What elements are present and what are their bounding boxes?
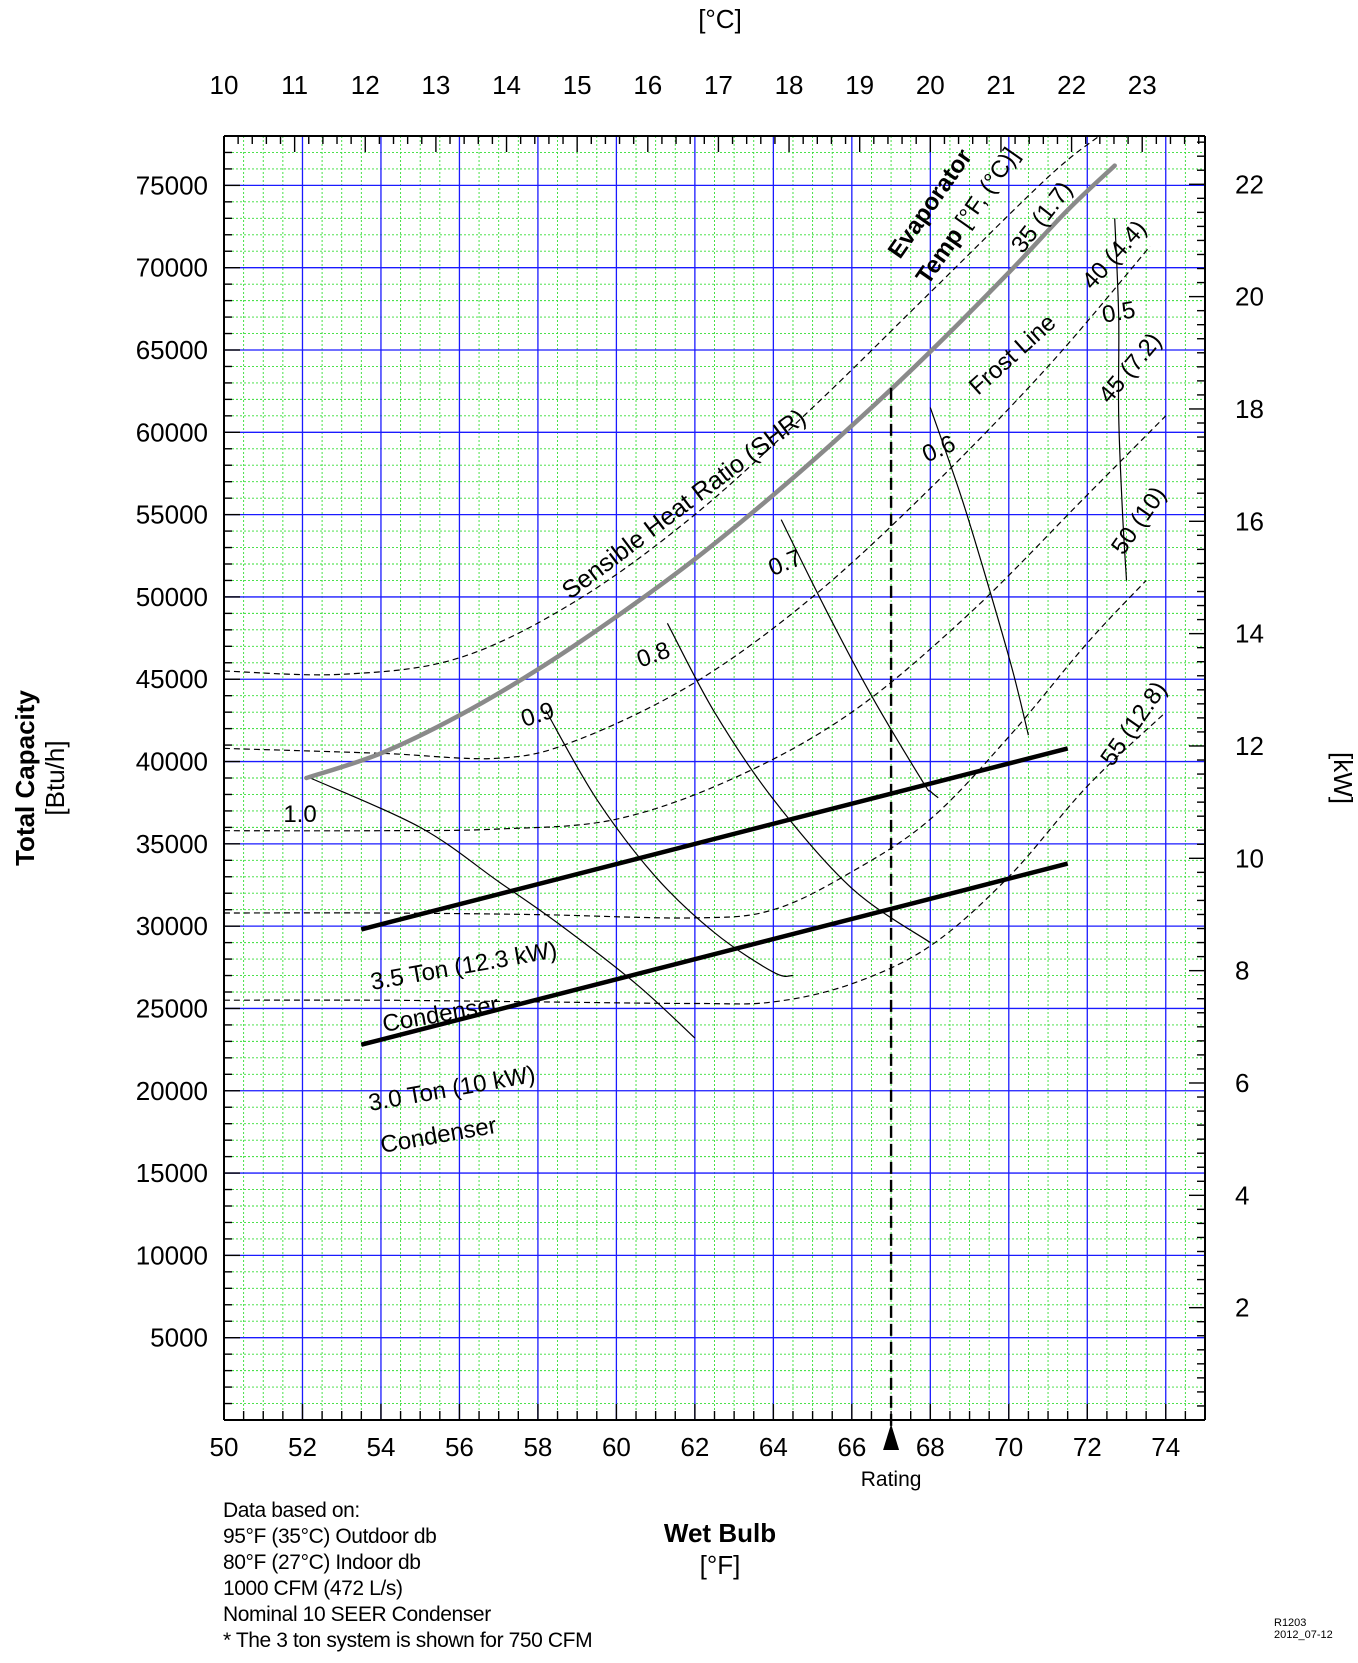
x2-tick-label: 14 (492, 70, 521, 100)
rating-arrow-icon (883, 1424, 900, 1450)
y2-tick-label: 10 (1235, 843, 1264, 873)
notes-heading: Data based on: (223, 1499, 360, 1522)
condenser-line (360, 746, 1069, 932)
shr-line (929, 407, 1029, 736)
evaporator-temp-curve (224, 711, 1167, 1005)
notes-line: 1000 CFM (472 L/s) (223, 1577, 403, 1600)
y-tick-label: 55000 (136, 500, 208, 530)
x2-tick-label: 10 (210, 70, 239, 100)
rating-label: Rating (861, 1468, 922, 1491)
x2-tick-label: 23 (1128, 70, 1157, 100)
shr-line (780, 519, 939, 799)
shr-line (1114, 218, 1128, 581)
y-axis-unit: [Btu/h] (40, 740, 70, 815)
notes-line: * The 3 ton system is shown for 750 CFM (223, 1629, 593, 1652)
x2-tick-label: 12 (351, 70, 380, 100)
y-tick-label: 15000 (136, 1158, 208, 1188)
y2-tick-label: 16 (1235, 506, 1264, 536)
y-tick-label: 5000 (150, 1323, 208, 1353)
condenser-line (360, 861, 1069, 1047)
x-tick-label: 68 (916, 1432, 945, 1462)
y-tick-label: 60000 (136, 417, 208, 447)
x-tick-label: 64 (759, 1432, 788, 1462)
data-notes: Data based on: 95°F (35°C) Outdoor db 80°F… (223, 1498, 593, 1654)
x2-tick-label: 19 (845, 70, 874, 100)
y2-tick-label: 8 (1235, 956, 1249, 986)
x-axis-title: Wet Bulb (664, 1518, 776, 1548)
x2-axis-unit: [°C] (698, 4, 742, 34)
y-tick-label: 20000 (136, 1076, 208, 1106)
y-tick-label: 30000 (136, 911, 208, 941)
y-tick-label: 75000 (136, 170, 208, 200)
document-date: 2012_07-12 (1274, 1629, 1333, 1641)
y2-axis-unit: [kW] (1328, 752, 1358, 804)
x-tick-label: 74 (1151, 1432, 1180, 1462)
x2-tick-label: 13 (421, 70, 450, 100)
shr-line (310, 777, 696, 1039)
x-tick-label: 60 (602, 1432, 631, 1462)
evaporator-temp-curve (224, 136, 1100, 676)
x2-tick-label: 11 (281, 70, 308, 100)
notes-line: 95°F (35°C) Outdoor db (223, 1525, 437, 1548)
y2-tick-label: 12 (1235, 731, 1264, 761)
y2-tick-label: 6 (1235, 1068, 1249, 1098)
y2-tick-label: 22 (1235, 169, 1264, 199)
y-tick-label: 35000 (136, 829, 208, 859)
x-tick-label: 66 (837, 1432, 866, 1462)
y2-tick-label: 18 (1235, 394, 1264, 424)
y2-tick-label: 4 (1235, 1180, 1249, 1210)
x-tick-label: 52 (288, 1432, 317, 1462)
x2-tick-label: 15 (563, 70, 592, 100)
x-axis-unit: [°F] (700, 1550, 741, 1580)
y-tick-label: 70000 (136, 253, 208, 283)
x2-tick-label: 18 (775, 70, 804, 100)
x2-tick-label: 20 (916, 70, 945, 100)
x-tick-label: 72 (1073, 1432, 1102, 1462)
y-tick-label: 40000 (136, 747, 208, 777)
y2-tick-label: 14 (1235, 619, 1264, 649)
y-tick-label: 45000 (136, 664, 208, 694)
y-tick-label: 65000 (136, 335, 208, 365)
shr-line (666, 623, 931, 944)
y-tick-label: 50000 (136, 582, 208, 612)
x2-tick-label: 17 (704, 70, 733, 100)
x-tick-label: 50 (210, 1432, 239, 1462)
notes-line: 80°F (27°C) Indoor db (223, 1551, 421, 1574)
y2-tick-label: 20 (1235, 282, 1264, 312)
x-tick-label: 58 (523, 1432, 552, 1462)
x2-tick-label: 22 (1057, 70, 1086, 100)
evaporator-temp-curve (224, 245, 1151, 760)
shr-label: 1.0 (283, 801, 316, 828)
x-tick-label: 54 (366, 1432, 395, 1462)
document-code: R1203 2012_07-12 (1274, 1617, 1333, 1641)
y2-tick-label: 2 (1235, 1293, 1249, 1323)
x-tick-label: 62 (680, 1432, 709, 1462)
shr-line (545, 710, 794, 977)
shr-label: 0.5 (1100, 296, 1138, 328)
x2-tick-label: 16 (633, 70, 662, 100)
y-tick-label: 25000 (136, 993, 208, 1023)
notes-line: Nominal 10 SEER Condenser (223, 1603, 491, 1626)
x2-tick-label: 21 (986, 70, 1015, 100)
y-tick-label: 10000 (136, 1240, 208, 1270)
document-id: R1203 (1274, 1617, 1307, 1629)
x-tick-label: 70 (994, 1432, 1023, 1462)
x-tick-label: 56 (445, 1432, 474, 1462)
y-axis-title: Total Capacity (10, 690, 40, 866)
frost-line-curve (304, 163, 1117, 781)
